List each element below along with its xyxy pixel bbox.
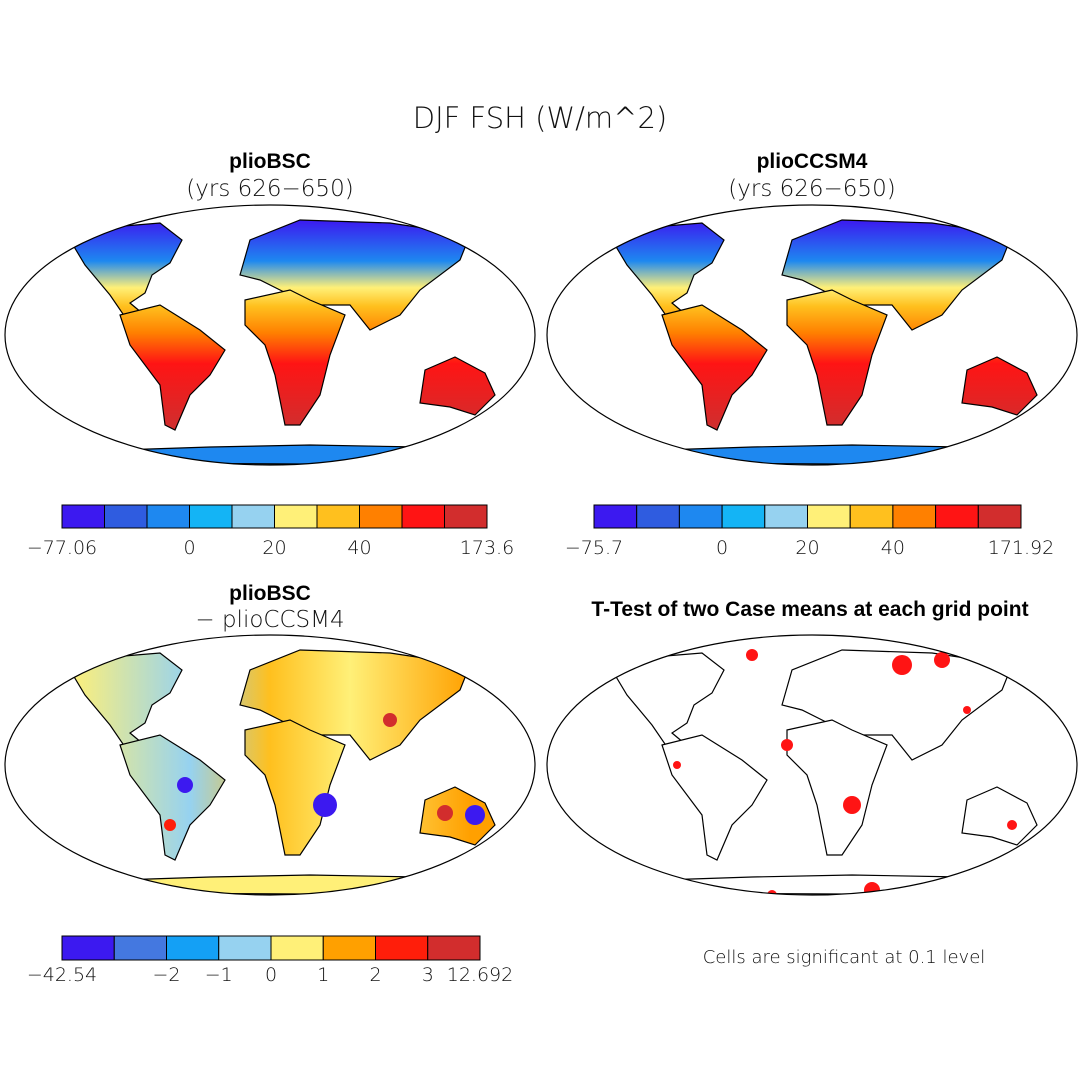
colorbar-label: 171.92 xyxy=(988,537,1054,559)
map xyxy=(4,204,536,466)
panel-subtitle: (yrs 626−650) xyxy=(186,176,353,202)
colorbar-box xyxy=(849,504,894,529)
colorbar-box xyxy=(764,504,808,529)
colorbar-box xyxy=(104,504,148,529)
colorbar-label: 2 xyxy=(369,964,381,986)
panel-title: plioCCSM4 xyxy=(757,150,868,173)
colorbar-label: 0 xyxy=(183,537,195,559)
colorbar-box xyxy=(427,935,481,961)
map xyxy=(546,634,1078,896)
map xyxy=(4,634,536,896)
colorbar-label: −75.7 xyxy=(565,537,623,559)
panel-title: plioBSC xyxy=(229,582,311,605)
colorbar-label: 173.6 xyxy=(460,537,514,559)
colorbar-box xyxy=(678,504,723,529)
colorbar-box xyxy=(218,935,272,961)
colorbar-label: 0 xyxy=(265,964,277,986)
colorbar-label: 40 xyxy=(347,537,371,559)
colorbar-box xyxy=(270,935,324,961)
panel-title: T-Test of two Case means at each grid po… xyxy=(591,598,1028,621)
colorbar-box xyxy=(401,504,445,529)
panel-title: plioBSC xyxy=(229,150,311,173)
colorbar-label: 12.692 xyxy=(447,964,513,986)
colorbar-label: 3 xyxy=(422,964,434,986)
colorbar-box xyxy=(166,935,220,961)
colorbar-box xyxy=(189,504,233,529)
colorbar-box xyxy=(892,504,937,529)
panel-subtitle: (yrs 626−650) xyxy=(728,176,895,202)
colorbar-box xyxy=(444,504,488,529)
colorbar-label: 20 xyxy=(262,537,286,559)
colorbar-label: 40 xyxy=(881,537,905,559)
panel-subtitle: − plioCCSM4 xyxy=(195,607,344,633)
colorbar-box xyxy=(935,504,979,529)
colorbar-box xyxy=(274,504,318,529)
colorbar-label: 0 xyxy=(716,537,728,559)
colorbar-box xyxy=(61,504,105,529)
colorbar-box xyxy=(146,504,190,529)
colorbar-box xyxy=(316,504,360,529)
colorbar-box xyxy=(593,504,638,529)
colorbar-box xyxy=(977,504,1022,529)
map xyxy=(546,204,1078,466)
colorbar-box xyxy=(807,504,851,529)
colorbar-label: 1 xyxy=(317,964,329,986)
note: Cells are significant at 0.1 level xyxy=(703,947,986,968)
colorbar-label: −42.54 xyxy=(27,964,97,986)
colorbar-box xyxy=(113,935,167,961)
colorbar-box xyxy=(322,935,376,961)
colorbar-box xyxy=(375,935,429,961)
colorbar-label: 20 xyxy=(795,537,819,559)
colorbar-label: −77.06 xyxy=(27,537,97,559)
colorbar-box xyxy=(359,504,403,529)
figure-title: DJF FSH (W/m^2) xyxy=(413,101,667,135)
colorbar-label: −2 xyxy=(152,964,180,986)
colorbar-box xyxy=(61,935,115,961)
colorbar-box xyxy=(721,504,766,529)
colorbar-label: −1 xyxy=(205,964,233,986)
colorbar-box xyxy=(636,504,680,529)
colorbar-box xyxy=(231,504,275,529)
